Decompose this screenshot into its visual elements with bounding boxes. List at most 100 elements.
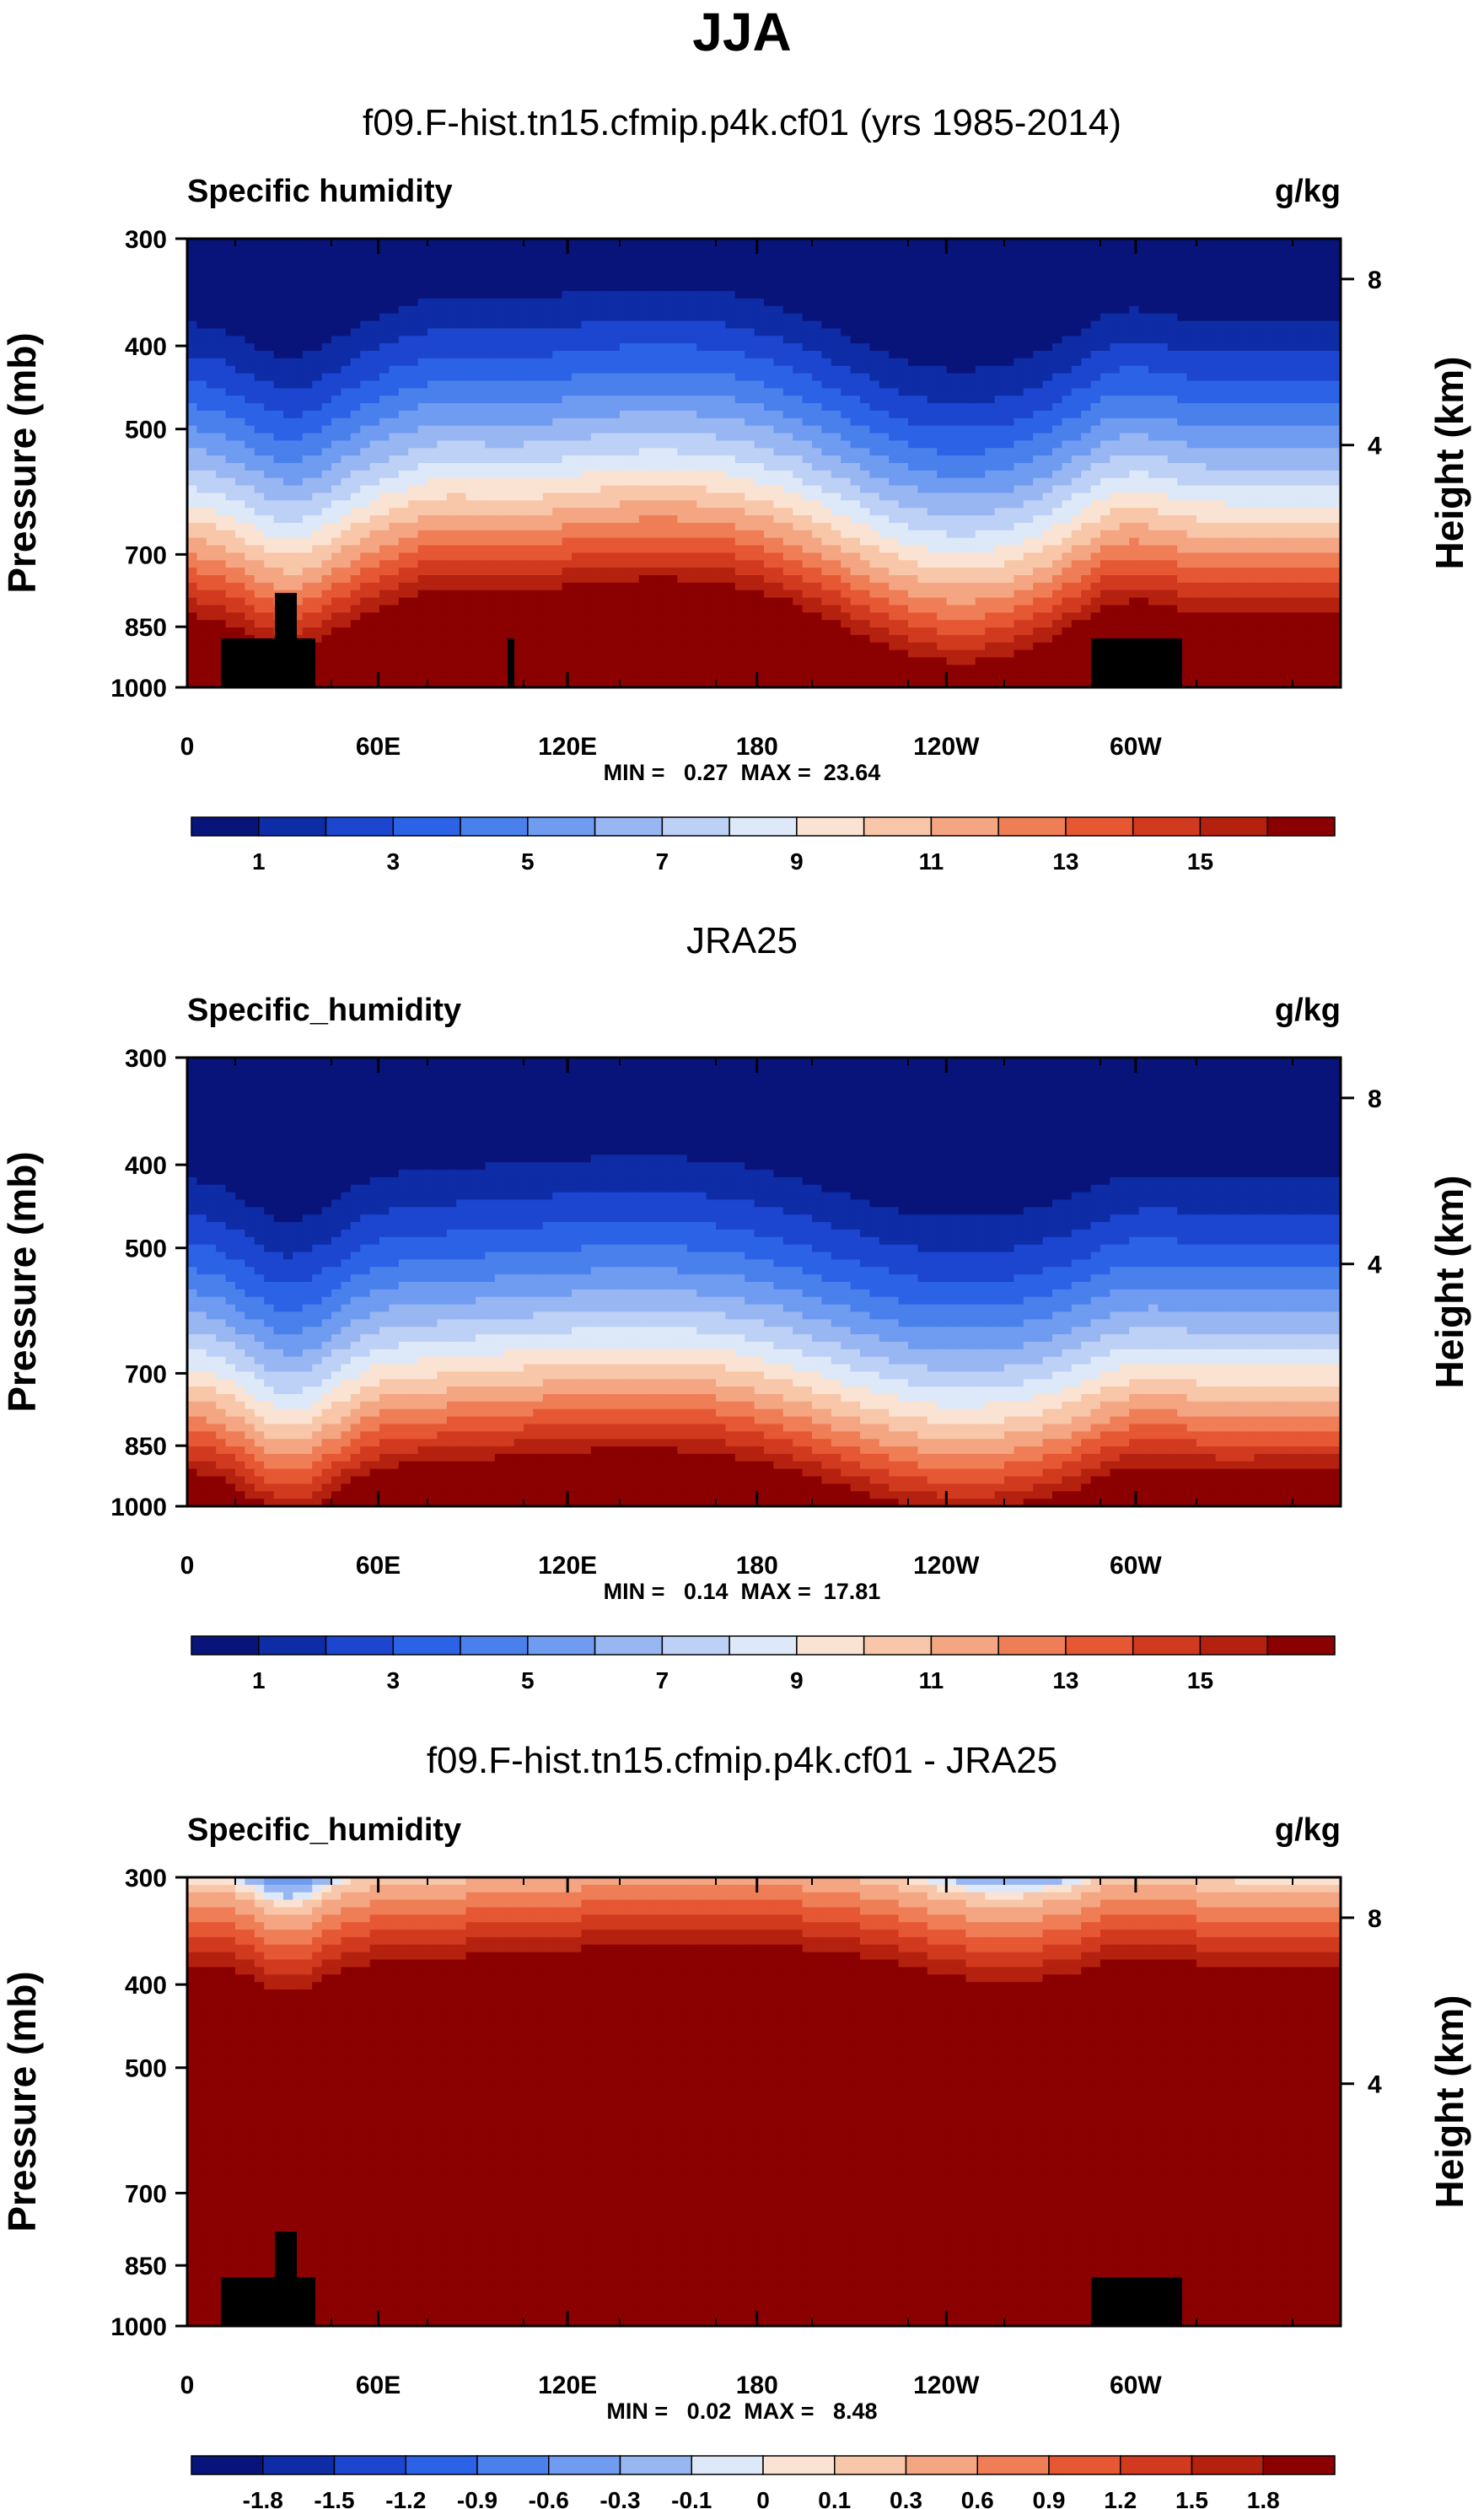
field-cell: [1186, 425, 1197, 434]
field-cell: [841, 410, 852, 419]
field-cell: [312, 500, 323, 509]
field-cell: [1119, 388, 1130, 396]
field-cell: [782, 522, 793, 531]
field-cell: [956, 448, 966, 456]
field-cell: [321, 485, 332, 494]
field-cell: [831, 298, 841, 307]
field-cell: [572, 493, 582, 501]
field-cell: [1148, 463, 1159, 471]
field-cell: [1023, 305, 1034, 315]
field-cell: [648, 245, 659, 255]
field-cell: [1206, 380, 1217, 389]
field-cell: [648, 261, 659, 270]
field-cell: [1273, 351, 1284, 359]
field-cell: [764, 545, 774, 553]
field-cell: [379, 396, 390, 404]
field-cell: [831, 545, 841, 553]
field-cell: [437, 530, 448, 539]
field-cell: [1196, 537, 1207, 546]
field-cell: [764, 485, 774, 494]
field-cell: [696, 477, 707, 487]
field-cell: [821, 537, 832, 546]
field-cell: [245, 351, 255, 359]
field-cell: [533, 410, 544, 419]
field-cell: [1254, 403, 1265, 412]
field-cell: [1254, 365, 1265, 374]
field-cell: [504, 410, 515, 419]
field-cell: [1225, 268, 1236, 277]
field-cell: [600, 373, 611, 382]
field-cell: [668, 245, 678, 255]
field-cell: [465, 365, 476, 374]
field-cell: [745, 485, 755, 494]
field-cell: [1245, 336, 1255, 344]
field-cell: [446, 485, 457, 494]
field-cell: [600, 477, 611, 487]
field-cell: [590, 328, 601, 337]
field-cell: [1186, 440, 1197, 449]
field-cell: [235, 433, 245, 441]
field-cell: [187, 351, 197, 359]
field-cell: [1321, 425, 1332, 434]
field-cell: [898, 268, 909, 277]
field-cell: [273, 448, 284, 456]
field-cell: [1177, 276, 1188, 284]
field-cell: [1148, 253, 1159, 262]
field-cell: [504, 276, 515, 284]
field-cell: [850, 276, 861, 284]
field-cell: [1042, 343, 1053, 352]
field-cell: [1186, 291, 1197, 299]
field-cell: [446, 448, 457, 456]
field-cell: [1042, 276, 1053, 284]
field-cell: [1225, 455, 1236, 464]
field-cell: [1273, 365, 1284, 374]
field-cell: [225, 470, 236, 479]
field-cell: [1004, 470, 1014, 479]
field-cell: [668, 305, 678, 315]
field-cell: [610, 440, 621, 449]
field-cell: [994, 343, 1005, 352]
field-cell: [187, 515, 197, 524]
field-cell: [350, 245, 361, 255]
field-cell: [773, 440, 784, 449]
field-cell: [293, 239, 304, 247]
field-cell: [610, 417, 621, 427]
field-cell: [1215, 470, 1226, 479]
field-cell: [1023, 425, 1034, 434]
field-cell: [398, 283, 409, 292]
field-cell: [417, 396, 428, 404]
field-cell: [677, 522, 688, 531]
field-cell: [629, 320, 640, 329]
field-cell: [350, 305, 361, 315]
field-cell: [552, 470, 563, 479]
field-cell: [1225, 537, 1236, 546]
field-cell: [1033, 403, 1044, 412]
field-cell: [860, 515, 870, 524]
field-cell: [398, 261, 409, 270]
field-cell: [206, 298, 217, 307]
field-cell: [1014, 537, 1024, 546]
field-cell: [620, 410, 630, 419]
field-cell: [245, 261, 255, 270]
field-cell: [841, 388, 852, 396]
field-cell: [1254, 417, 1265, 427]
field-cell: [533, 343, 544, 352]
field-cell: [446, 313, 457, 322]
field-cell: [734, 239, 745, 247]
field-cell: [293, 440, 304, 449]
field-cell: [1186, 485, 1197, 494]
field-cell: [1321, 388, 1332, 396]
field-cell: [216, 276, 227, 284]
field-cell: [331, 470, 341, 479]
field-cell: [638, 537, 649, 546]
field-cell: [600, 358, 611, 367]
field-cell: [1254, 410, 1265, 419]
field-cell: [802, 358, 813, 367]
field-cell: [427, 283, 438, 292]
field-cell: [745, 433, 755, 441]
field-cell: [312, 537, 323, 546]
field-cell: [1225, 508, 1236, 516]
field-cell: [706, 440, 717, 449]
field-cell: [1177, 261, 1188, 270]
field-cell: [1023, 455, 1034, 464]
